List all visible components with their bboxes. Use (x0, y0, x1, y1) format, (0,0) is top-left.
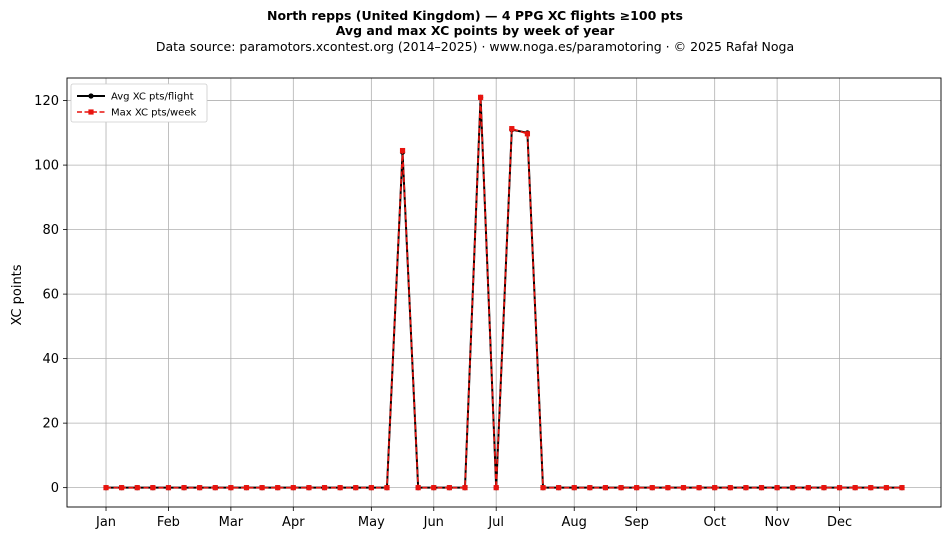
data-source-note: Data source: paramotors.xcontest.org (20… (155, 39, 795, 54)
data-point (431, 485, 437, 491)
data-point (243, 485, 250, 491)
series-layer (103, 94, 905, 491)
x-tick-label: Jan (95, 515, 116, 530)
data-point (353, 485, 359, 491)
data-point (446, 485, 452, 491)
x-tick-label: Dec (827, 515, 852, 530)
y-tick-label: 20 (42, 417, 59, 432)
data-point (556, 485, 562, 491)
axes: 0 20 40 60 80 100 120 Jan Feb Mar Apr May Jun Jul Aug S… (34, 94, 852, 530)
x-tick-label: Feb (157, 515, 180, 530)
data-point (134, 485, 140, 491)
data-point (540, 485, 546, 491)
legend-marker (88, 93, 94, 99)
data-point (680, 485, 687, 491)
data-point (181, 485, 187, 491)
x-tick-label: Aug (562, 515, 587, 530)
data-point (665, 485, 671, 491)
data-point (275, 485, 281, 491)
x-tick-label: Oct (703, 515, 725, 530)
data-point (119, 485, 125, 491)
data-point (634, 485, 640, 491)
data-point (228, 485, 234, 491)
plot-frame (66, 77, 942, 508)
data-point (477, 94, 484, 100)
chart-title: North repps (United Kingdom) — 4 PPG XC … (266, 8, 683, 23)
data-point (712, 485, 718, 491)
data-point (649, 485, 655, 491)
y-tick-label: 80 (42, 223, 59, 238)
data-point (774, 485, 780, 491)
data-point (462, 485, 468, 491)
x-tick-label: Jun (423, 515, 444, 530)
data-point (602, 485, 609, 491)
data-point (821, 485, 827, 491)
legend-box (70, 83, 208, 123)
data-point (758, 485, 765, 491)
data-point (852, 485, 858, 491)
data-point (836, 485, 843, 491)
data-point (368, 485, 374, 491)
data-point (290, 485, 296, 491)
x-tick-label: May (358, 515, 385, 530)
y-axis-label: XC points (10, 264, 25, 325)
data-point (103, 485, 109, 491)
y-tick-label: 40 (42, 352, 59, 367)
data-point (696, 485, 702, 491)
y-tick-label: 60 (42, 288, 59, 303)
data-point (259, 485, 265, 491)
data-point (868, 485, 874, 491)
x-tick-label: Apr (282, 515, 305, 530)
legend: Avg XC pts/flight Max XC pts/week (70, 83, 208, 123)
y-tick-label: 120 (34, 94, 59, 109)
data-point (524, 131, 531, 137)
data-point (587, 485, 593, 491)
data-point (571, 485, 577, 491)
data-point (805, 485, 811, 491)
data-point (212, 485, 218, 491)
data-point (415, 485, 421, 491)
data-point (493, 485, 499, 491)
data-point (384, 485, 390, 491)
data-point (150, 485, 156, 491)
x-tick-label: Sep (624, 515, 649, 530)
data-point (337, 485, 343, 491)
data-point (883, 485, 889, 491)
data-point (509, 126, 515, 132)
x-tick-label: Mar (219, 515, 244, 530)
chart-titles: North repps (United Kingdom) — 4 PPG XC … (0, 8, 950, 55)
data-point (399, 147, 406, 154)
data-point (165, 485, 172, 491)
y-tick-label: 0 (51, 481, 59, 496)
legend-label: Max XC pts/week (111, 108, 196, 119)
x-tick-label: Jul (487, 515, 504, 530)
data-point (618, 485, 624, 491)
data-point (306, 485, 312, 491)
x-tick-label: Nov (764, 515, 790, 530)
series-line (106, 96, 902, 489)
data-point (743, 485, 749, 491)
data-point (727, 485, 733, 491)
data-point (321, 485, 328, 491)
legend-label: Avg XC pts/flight (111, 92, 194, 103)
legend-marker (88, 109, 94, 115)
y-tick-label: 100 (34, 159, 59, 174)
series-line (106, 96, 902, 489)
data-point (899, 485, 905, 491)
data-point (790, 485, 796, 491)
chart-subtitle: Avg and max XC points by week of year (335, 23, 615, 38)
data-point (197, 485, 203, 491)
